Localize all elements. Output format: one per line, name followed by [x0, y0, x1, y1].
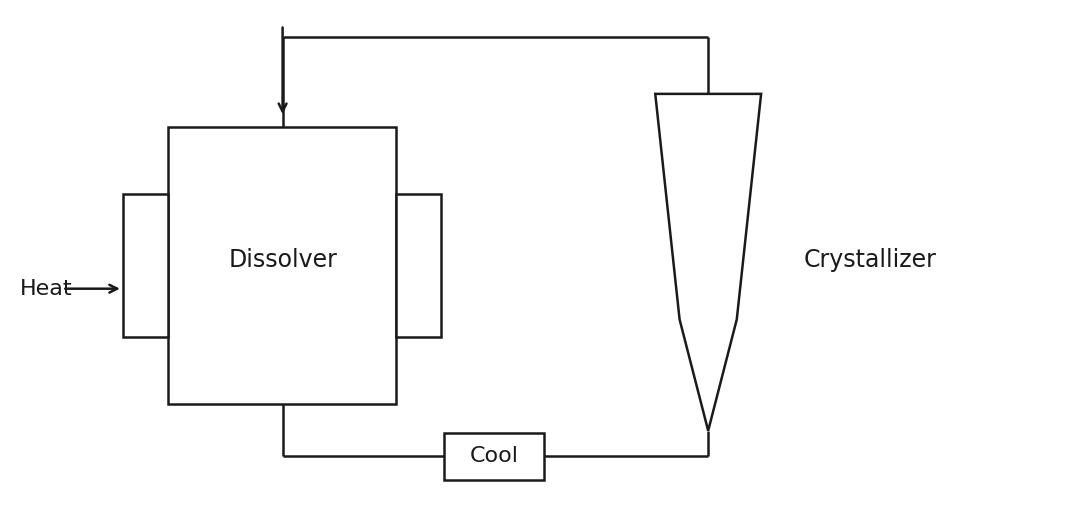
Text: Dissolver: Dissolver — [228, 249, 337, 272]
Text: Crystallizer: Crystallizer — [803, 249, 937, 272]
Text: Heat: Heat — [20, 279, 73, 299]
Bar — [444, 433, 544, 480]
Bar — [123, 194, 169, 338]
Polygon shape — [655, 94, 761, 431]
Text: Cool: Cool — [469, 446, 519, 466]
Bar — [169, 127, 396, 404]
Bar — [396, 194, 442, 338]
